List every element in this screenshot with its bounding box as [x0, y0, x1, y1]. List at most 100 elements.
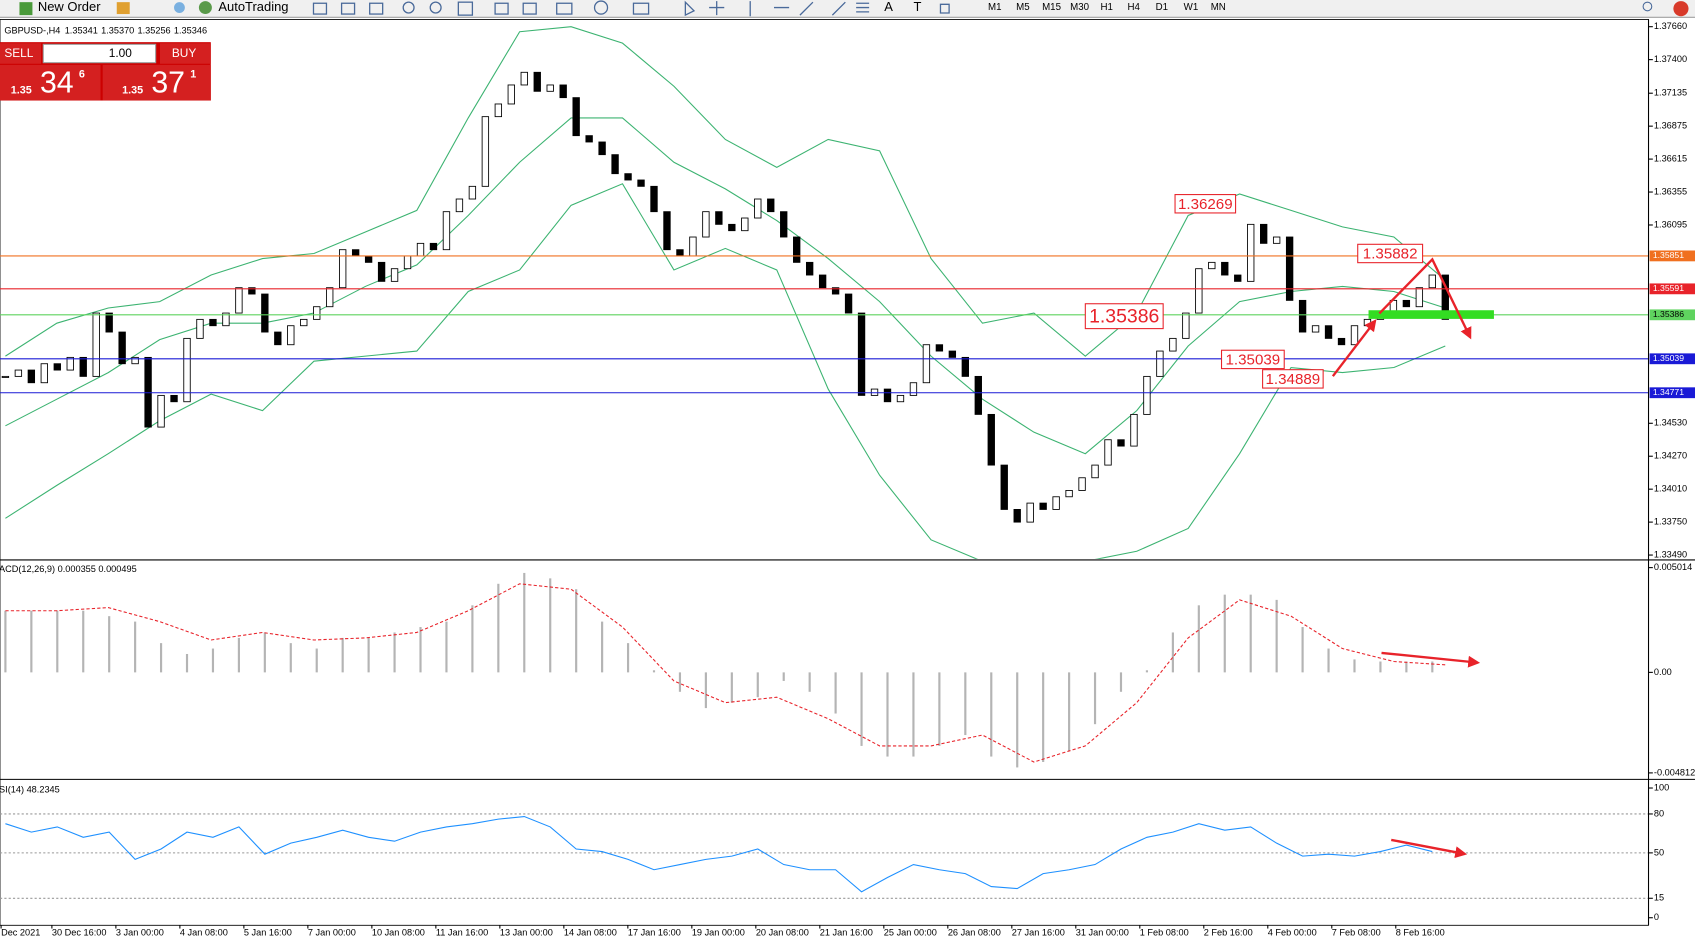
timeframe-button[interactable]: MN [1211, 2, 1226, 13]
price-level-label: 1.35039 [1653, 353, 1684, 363]
candle [1402, 299, 1411, 308]
timeframe-button[interactable]: M15 [1042, 2, 1061, 13]
autotrading-button[interactable]: AutoTrading [218, 0, 288, 14]
timeframe-button[interactable]: M30 [1070, 2, 1090, 13]
candle [1428, 274, 1436, 289]
x-tick-label: 3 Jan 00:00 [116, 927, 164, 937]
x-tick-label: 17 Jan 16:00 [628, 927, 681, 937]
label-tool[interactable]: T [913, 0, 921, 14]
candle [183, 337, 191, 403]
toolbar-icon[interactable] [939, 3, 950, 14]
price-annotation: 1.34889 [1266, 371, 1321, 388]
toolbar-icon[interactable] [369, 2, 384, 15]
toolbar-icon[interactable] [116, 2, 130, 15]
macd-bar [912, 672, 915, 757]
timeframes: M1 M5 M15 M30 H1 H4 D1 W1 MN [988, 2, 1226, 13]
price-annotation: 1.36269 [1178, 196, 1233, 213]
macd-bar [523, 572, 526, 673]
bid-figure[interactable]: 1.35 [11, 85, 32, 97]
timeframe-button[interactable]: M1 [988, 2, 1002, 13]
candle [1143, 375, 1151, 415]
y-tick-label: 15 [1654, 893, 1664, 903]
bid-box[interactable] [0, 64, 101, 101]
macd-bar [30, 610, 33, 673]
timeframe-button[interactable]: H4 [1127, 2, 1140, 13]
macd-bar [82, 610, 85, 673]
sell-label[interactable]: SELL [4, 46, 33, 60]
x-tick-label: 21 Jan 16:00 [820, 927, 873, 937]
candle [287, 325, 295, 346]
y-tick-label: 1.33490 [1654, 549, 1687, 559]
toolbar-icon[interactable] [522, 2, 537, 15]
toolbar-icon[interactable] [494, 2, 509, 15]
toolbar-icon[interactable] [457, 1, 474, 16]
macd-bar [730, 672, 733, 703]
y-tick-label: -0.004812 [1654, 767, 1695, 777]
autotrading-icon[interactable] [198, 1, 212, 15]
x-tick-label: 1 Feb 08:00 [1140, 927, 1189, 937]
lot-input[interactable] [42, 43, 157, 64]
macd-bar [289, 643, 292, 673]
drawing-tools[interactable] [749, 1, 870, 17]
bid-point[interactable]: 6 [79, 68, 85, 80]
x-tick-label: 31 Jan 00:00 [1076, 927, 1129, 937]
cursor-icon[interactable] [684, 0, 696, 17]
rsi-title: RSI(14) 48.2345 [0, 785, 60, 795]
chart-title: GBPUSD-,H4 1.35341 1.35370 1.35256 1.35346 [4, 26, 207, 36]
templates-icon[interactable] [632, 2, 650, 15]
macd-bar [185, 653, 189, 673]
indicators-icon[interactable] [556, 2, 573, 15]
toolbar-icon[interactable] [340, 2, 356, 15]
toolbar-icon[interactable] [312, 2, 328, 15]
bid-pips[interactable]: 34 [40, 66, 74, 99]
candle [1221, 261, 1229, 276]
candle [1091, 464, 1099, 479]
crosshair-icon[interactable] [709, 1, 725, 16]
price-level-label: 1.35386 [1653, 309, 1684, 319]
zoom-in[interactable] [402, 1, 415, 14]
toolbar-icon[interactable] [174, 2, 185, 13]
lot-value[interactable]: 1.00 [109, 46, 133, 60]
macd-bar [704, 672, 707, 709]
candle [909, 382, 918, 396]
timeframe-button[interactable]: D1 [1156, 2, 1168, 13]
sell-button[interactable] [0, 43, 42, 64]
y-tick-label: 1.37400 [1654, 54, 1687, 64]
macd-bar [1145, 670, 1149, 673]
buy-button[interactable] [159, 43, 211, 64]
text-tool[interactable]: A [884, 0, 893, 14]
candle [1, 375, 10, 378]
ask-pips[interactable]: 37 [151, 66, 185, 99]
candle [1441, 274, 1449, 320]
timeframe-button[interactable]: H1 [1100, 2, 1112, 13]
ask-box[interactable] [102, 64, 211, 101]
candle [533, 71, 541, 92]
y-tick-label: 0.005014 [1654, 562, 1692, 572]
price-level-label: 1.34771 [1653, 387, 1684, 397]
periods-icon[interactable] [593, 0, 609, 15]
alert-icon[interactable] [1673, 1, 1689, 17]
macd-bar [315, 648, 318, 673]
y-tick-label: 80 [1654, 808, 1664, 818]
candle [131, 356, 139, 365]
candle [1363, 318, 1372, 327]
candle [585, 135, 593, 143]
macd-bar [601, 621, 604, 673]
buy-label[interactable]: BUY [172, 46, 196, 60]
search-icon[interactable] [1642, 1, 1653, 12]
x-tick-label: 8 Feb 16:00 [1396, 927, 1445, 937]
timeframe-button[interactable]: W1 [1184, 2, 1199, 13]
candle [793, 236, 801, 263]
ask-point[interactable]: 1 [190, 68, 196, 80]
macd-bar [964, 672, 967, 736]
x-tick-label: 25 Jan 00:00 [884, 927, 937, 937]
zoom-out[interactable] [429, 1, 442, 14]
ask-figure[interactable]: 1.35 [122, 85, 143, 97]
candle [261, 293, 269, 333]
macd-bar [626, 643, 630, 673]
candle [611, 154, 619, 175]
timeframe-button[interactable]: M5 [1016, 2, 1030, 13]
new-order-button[interactable]: New Order [38, 0, 101, 14]
new-order-icon[interactable] [19, 2, 33, 16]
candle [987, 413, 995, 466]
